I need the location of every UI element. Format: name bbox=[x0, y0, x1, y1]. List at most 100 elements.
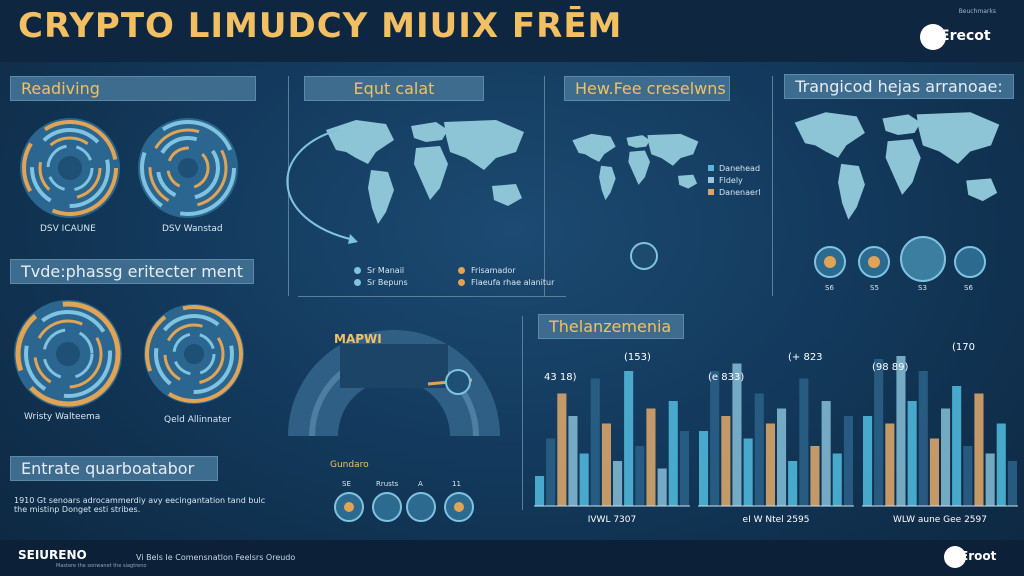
bar-mark bbox=[568, 416, 578, 506]
chart-annotation: (98 89) bbox=[872, 362, 909, 373]
bar-mark bbox=[590, 378, 600, 506]
section-title-entrate: Entrate quarboatabor bbox=[10, 456, 218, 481]
guide-icon-4 bbox=[444, 492, 474, 522]
exchange-icon bbox=[858, 246, 890, 278]
globe-icon bbox=[630, 242, 658, 270]
bar-mark bbox=[810, 446, 820, 506]
bar-mark bbox=[843, 416, 853, 506]
chart-annotation: 43 18) bbox=[544, 372, 577, 383]
bar-mark bbox=[788, 461, 798, 506]
ring-chart-1 bbox=[20, 118, 120, 218]
bar-mark bbox=[732, 363, 742, 506]
footer-brand-right: Eroot bbox=[960, 549, 997, 563]
divider-4 bbox=[522, 316, 523, 510]
bar-mark bbox=[985, 453, 995, 506]
divider-2 bbox=[544, 76, 545, 296]
legend-row: Frisamador bbox=[458, 264, 578, 276]
guide-item-label-4: 11 bbox=[452, 480, 461, 488]
footer-logo-icon bbox=[944, 546, 966, 568]
brand-logo: Erecot bbox=[920, 24, 1002, 50]
bar-mark bbox=[1007, 461, 1017, 506]
legend-swatch bbox=[458, 266, 465, 274]
brand-name: Erecot bbox=[940, 28, 991, 44]
legend-row: Sr Manail bbox=[354, 264, 454, 276]
brand-tag: Beuchmarks bbox=[958, 8, 996, 15]
legend-swatch bbox=[354, 278, 361, 286]
network-icon bbox=[954, 246, 986, 278]
chart-x-label: IVWL 7307 bbox=[588, 515, 637, 525]
rings-row-2 bbox=[14, 300, 244, 408]
header-bar: CRYPTO LIMUDCY MIUIX FRĒM Beuchmarks Ere… bbox=[0, 0, 1024, 62]
footer-logo: Eroot bbox=[944, 546, 1008, 570]
ring-chart-3 bbox=[14, 300, 122, 408]
bar-mark bbox=[821, 401, 831, 506]
bar-mark bbox=[896, 356, 906, 506]
guide-icon-2 bbox=[372, 492, 402, 522]
bar-mark bbox=[929, 438, 939, 506]
bar-mark bbox=[863, 416, 873, 506]
legend-swatch bbox=[708, 189, 714, 195]
world-map-2 bbox=[572, 133, 699, 201]
legend-swatch bbox=[458, 278, 465, 286]
bar-mark bbox=[557, 393, 567, 506]
bar-mark bbox=[546, 438, 556, 506]
footer-bar: SEIURENO Mastere the sonwanet the siagtr… bbox=[0, 540, 1024, 576]
bar-mark bbox=[710, 371, 720, 506]
chart-x-label: eI W Ntel 2595 bbox=[743, 515, 810, 525]
bar-mark bbox=[601, 423, 611, 506]
map2-legend: Danehead Fldely Danenaerl bbox=[708, 162, 760, 198]
bar-mark bbox=[679, 431, 689, 506]
bar-mark bbox=[952, 386, 962, 506]
bar-mark bbox=[743, 438, 753, 506]
bar-mark bbox=[721, 416, 731, 506]
map1-legend-right: Frisamador Flaeufa rhae alanitur bbox=[458, 264, 578, 288]
bar-mark bbox=[646, 408, 656, 506]
legend-swatch bbox=[708, 177, 714, 183]
world-map-3 bbox=[794, 112, 1000, 220]
brand-badge: Beuchmarks Erecot bbox=[920, 8, 1010, 52]
icon-label-3: S3 bbox=[918, 284, 927, 292]
bar-mark bbox=[963, 446, 973, 506]
legend-row: Fldely bbox=[708, 174, 760, 186]
legend-row: Flaeufa rhae alanitur bbox=[458, 276, 578, 288]
bar-mark bbox=[699, 431, 709, 506]
legend-row: Danenaerl bbox=[708, 186, 760, 198]
guide-item-label-1: SE bbox=[342, 480, 351, 488]
legend-swatch bbox=[354, 266, 361, 274]
bar-mark bbox=[918, 371, 928, 506]
bar-mark bbox=[754, 393, 764, 506]
legend-row: Danehead bbox=[708, 162, 760, 174]
bar-mark bbox=[874, 359, 884, 506]
ring-chart-4 bbox=[144, 304, 244, 404]
chart-annotation: (153) bbox=[624, 352, 651, 363]
guide-item-label-2: Rrusts bbox=[376, 480, 399, 488]
monitor-icon bbox=[900, 236, 946, 282]
central-dial bbox=[288, 330, 500, 437]
section-title-phase: Tvde:phassg eritecter ment bbox=[10, 259, 254, 284]
legend-label: Danehead bbox=[719, 163, 761, 173]
bar-mark bbox=[624, 371, 634, 506]
map1-title: Equt calat bbox=[304, 76, 484, 101]
bar-charts: IVWL 7307 43 18) (153) eI W Ntel 2595 (e 833… bbox=[534, 342, 1018, 525]
legend-label: Sr Manail bbox=[367, 265, 405, 275]
chart-x-label: WLW aune Gee 2597 bbox=[893, 515, 987, 525]
ring-label-2: DSV Wanstad bbox=[162, 224, 223, 234]
left-note: 1910 Gt senoars adrocammerdiy avy eecing… bbox=[14, 496, 314, 514]
bar-mark bbox=[777, 408, 787, 506]
charts-title: Thelanzemenia bbox=[538, 314, 684, 339]
section-title-readiving: Readiving bbox=[10, 76, 256, 101]
chart-annotation: (e 833) bbox=[708, 372, 744, 383]
bar-mark bbox=[832, 453, 842, 506]
icon-label-1: S6 bbox=[825, 284, 834, 292]
bar-mark bbox=[941, 408, 951, 506]
bar-mark bbox=[799, 378, 809, 506]
left-note-line-1: 1910 Gt senoars adrocammerdiy avy eecing… bbox=[14, 496, 266, 505]
brand-logo-icon bbox=[920, 24, 946, 50]
bar-mark bbox=[579, 453, 589, 506]
ring-label-1: DSV ICAUNE bbox=[40, 224, 96, 234]
bar-mark bbox=[885, 423, 895, 506]
bar-mark bbox=[657, 468, 667, 506]
map2-title: Hew.Fee creselwns bbox=[564, 76, 730, 101]
bar-mark bbox=[765, 423, 775, 506]
